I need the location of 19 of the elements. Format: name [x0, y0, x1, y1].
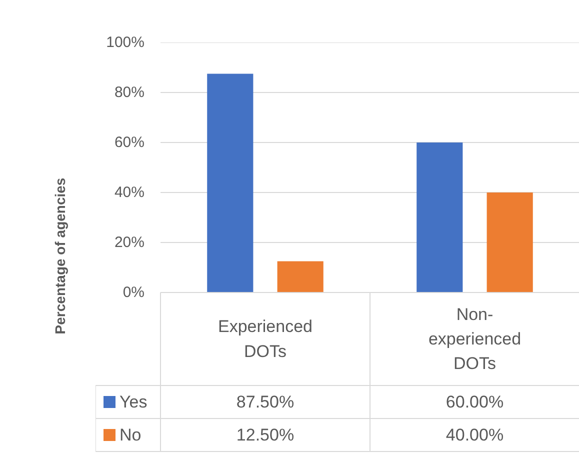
- bar: [416, 142, 463, 292]
- data-label: 87.50%: [236, 392, 294, 412]
- y-axis-title: Percentage of agencies: [52, 178, 68, 334]
- y-tick-label: 80%: [114, 84, 145, 101]
- y-tick-label: 20%: [114, 234, 145, 251]
- legend-label: No: [120, 426, 142, 444]
- x-tick-label: Experienced DOTs: [218, 317, 313, 361]
- data-label: 12.50%: [236, 426, 294, 444]
- y-tick-label: 100%: [106, 34, 145, 51]
- data-label: 40.00%: [446, 426, 504, 444]
- data-label: 60.00%: [446, 392, 504, 412]
- bar: [277, 261, 324, 292]
- legend-label: Yes: [120, 392, 148, 412]
- x-tick-label: Non-experienced DOTs: [428, 304, 522, 374]
- y-tick-label: 40%: [114, 184, 145, 201]
- bar: [207, 74, 254, 292]
- bar: [486, 192, 533, 292]
- y-tick-label: 0%: [122, 284, 145, 301]
- y-tick-label: 60%: [114, 134, 145, 151]
